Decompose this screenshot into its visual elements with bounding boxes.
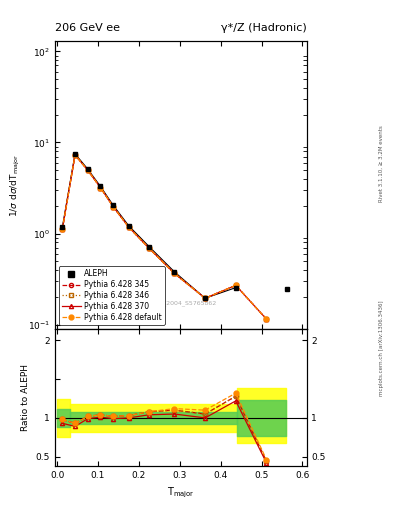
- X-axis label: T$_\mathrm{major}$: T$_\mathrm{major}$: [167, 485, 195, 500]
- Pythia 6.428 345: [85, 167, 90, 174]
- Pythia 6.428 370: [111, 203, 116, 209]
- Y-axis label: 1/$\sigma$ d$\sigma$/dT$_\mathrm{major}$: 1/$\sigma$ d$\sigma$/dT$_\mathrm{major}$: [9, 153, 22, 217]
- Y-axis label: Ratio to ALEPH: Ratio to ALEPH: [21, 364, 30, 431]
- Pythia 6.428 default: [73, 152, 77, 158]
- Pythia 6.428 346: [126, 224, 131, 230]
- Pythia 6.428 default: [98, 184, 103, 190]
- Pythia 6.428 default: [203, 295, 208, 302]
- Text: γ*/Z (Hadronic): γ*/Z (Hadronic): [221, 23, 307, 33]
- Pythia 6.428 346: [203, 295, 208, 302]
- Pythia 6.428 346: [85, 167, 90, 174]
- Pythia 6.428 default: [85, 167, 90, 174]
- Pythia 6.428 default: [126, 224, 131, 230]
- Pythia 6.428 345: [172, 270, 177, 276]
- Pythia 6.428 345: [126, 224, 131, 230]
- Pythia 6.428 346: [111, 203, 116, 209]
- Line: Pythia 6.428 345: Pythia 6.428 345: [60, 153, 268, 321]
- Pythia 6.428 370: [203, 295, 208, 302]
- Text: Rivet 3.1.10, ≥ 3.2M events: Rivet 3.1.10, ≥ 3.2M events: [379, 125, 384, 202]
- Pythia 6.428 370: [126, 224, 131, 230]
- Pythia 6.428 370: [85, 167, 90, 174]
- Pythia 6.428 345: [147, 245, 151, 251]
- Pythia 6.428 345: [111, 203, 116, 209]
- Text: ALEPH_2004_S5765862: ALEPH_2004_S5765862: [144, 300, 217, 306]
- Legend: ALEPH, Pythia 6.428 345, Pythia 6.428 346, Pythia 6.428 370, Pythia 6.428 defaul: ALEPH, Pythia 6.428 345, Pythia 6.428 34…: [59, 266, 165, 325]
- Pythia 6.428 default: [147, 245, 151, 251]
- Pythia 6.428 345: [203, 295, 208, 302]
- Pythia 6.428 345: [60, 226, 65, 232]
- Pythia 6.428 370: [147, 245, 151, 251]
- Text: 206 GeV ee: 206 GeV ee: [55, 23, 120, 33]
- Pythia 6.428 346: [98, 184, 103, 190]
- Pythia 6.428 default: [111, 203, 116, 209]
- Pythia 6.428 345: [73, 152, 77, 158]
- Pythia 6.428 default: [172, 270, 177, 276]
- Pythia 6.428 345: [98, 184, 103, 190]
- Pythia 6.428 346: [73, 152, 77, 158]
- Text: mcplots.cern.ch [arXiv:1306.3436]: mcplots.cern.ch [arXiv:1306.3436]: [379, 301, 384, 396]
- Pythia 6.428 default: [60, 226, 65, 232]
- Line: Pythia 6.428 default: Pythia 6.428 default: [60, 153, 269, 322]
- Pythia 6.428 370: [73, 152, 77, 158]
- Pythia 6.428 370: [264, 316, 269, 322]
- Pythia 6.428 346: [233, 282, 238, 288]
- Pythia 6.428 default: [233, 282, 238, 288]
- Pythia 6.428 370: [60, 226, 65, 232]
- Line: Pythia 6.428 346: Pythia 6.428 346: [60, 153, 268, 321]
- Pythia 6.428 346: [172, 270, 177, 276]
- Pythia 6.428 370: [233, 282, 238, 288]
- Pythia 6.428 default: [264, 316, 269, 322]
- Pythia 6.428 346: [60, 226, 65, 232]
- Pythia 6.428 346: [264, 316, 269, 322]
- Line: Pythia 6.428 370: Pythia 6.428 370: [60, 153, 268, 321]
- Pythia 6.428 345: [264, 316, 269, 322]
- Pythia 6.428 345: [233, 282, 238, 288]
- Pythia 6.428 370: [172, 270, 177, 276]
- Pythia 6.428 370: [98, 184, 103, 190]
- Pythia 6.428 346: [147, 245, 151, 251]
